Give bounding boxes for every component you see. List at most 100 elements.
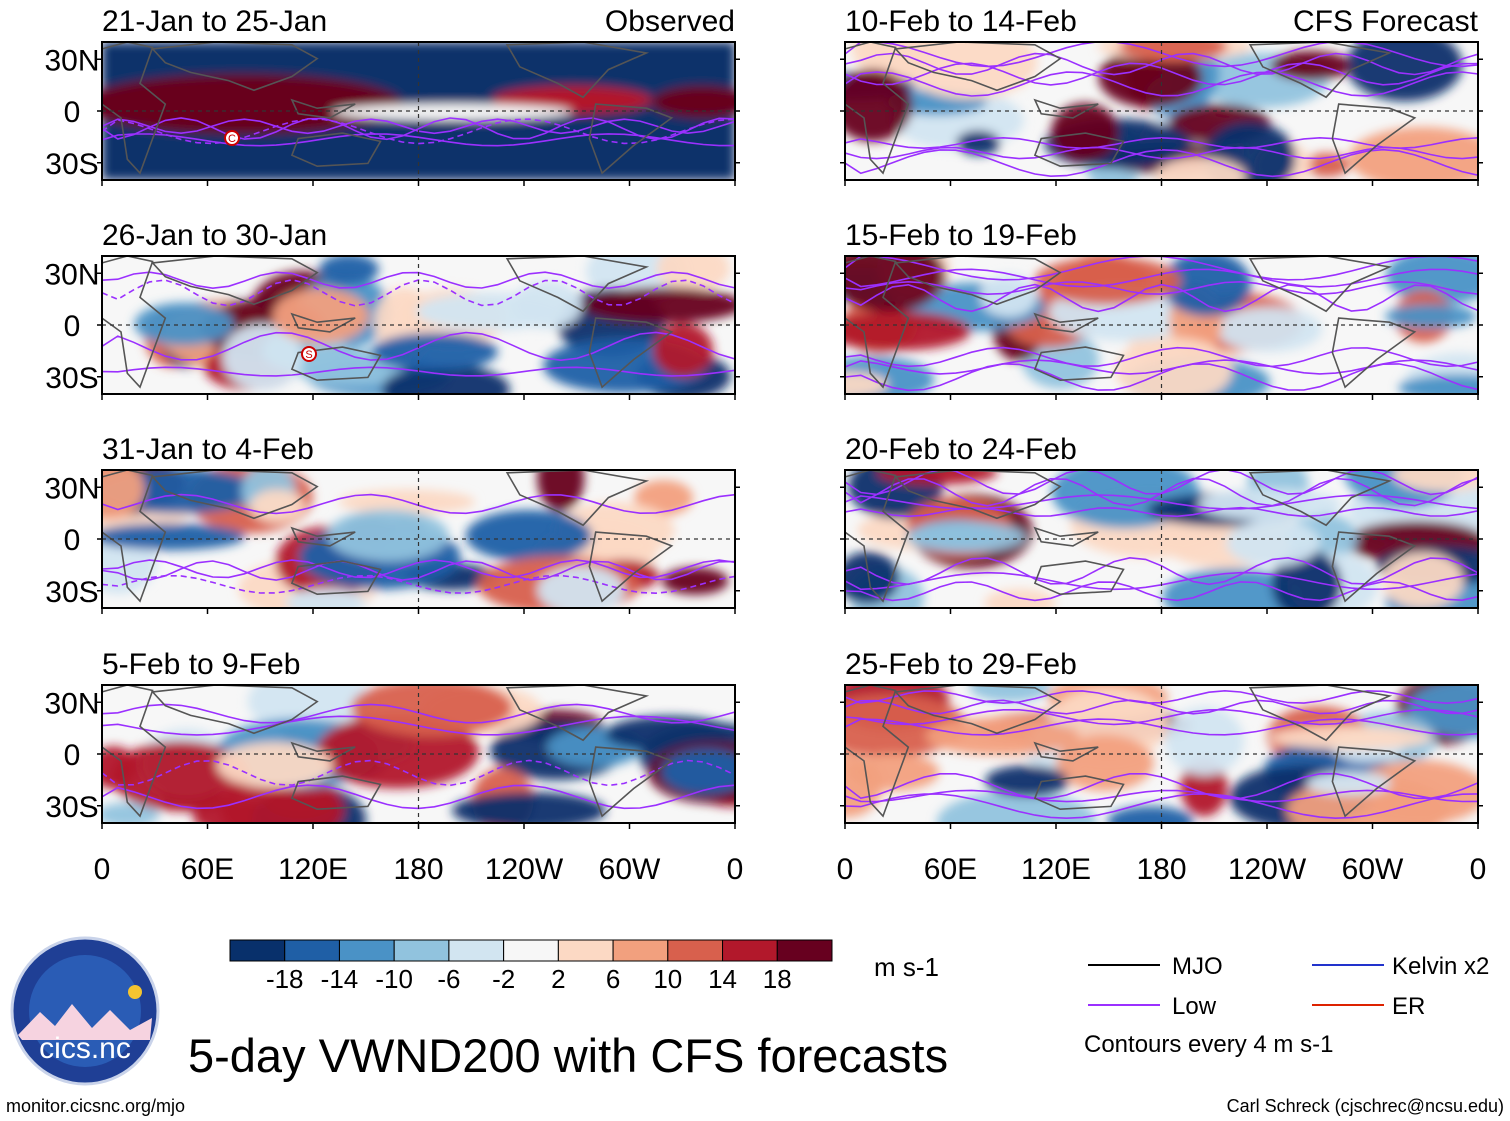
- coastlines: [102, 685, 674, 818]
- colorbar-tick-label: 14: [708, 964, 737, 994]
- field-blob: [845, 68, 913, 142]
- panel-title: 26-Jan to 30-Jan: [102, 219, 327, 252]
- coastline: [588, 746, 674, 818]
- field-blob: [216, 742, 333, 789]
- x-tick-label: 60W: [1342, 853, 1404, 886]
- x-tick-label: 60E: [181, 853, 234, 886]
- colorbar-swatch: [448, 939, 505, 962]
- field-blob: [980, 274, 1038, 318]
- coastline: [1248, 685, 1393, 742]
- field-blob: [249, 489, 306, 523]
- map-panel: 25-Feb to 29-Feb: [840, 648, 1483, 829]
- y-tick-label: 0: [64, 310, 81, 343]
- coastline: [290, 775, 382, 811]
- field-blob: [416, 292, 567, 331]
- colorbar-swatch: [229, 939, 286, 962]
- field-blob: [537, 565, 625, 608]
- field-blob: [984, 588, 1057, 608]
- coastline: [1248, 470, 1393, 527]
- field-blob: [1034, 257, 1181, 305]
- coastline: [505, 685, 650, 742]
- field-blob: [845, 551, 900, 605]
- contour-line: [102, 574, 735, 595]
- contour-line: [845, 556, 1478, 586]
- field-blob: [653, 323, 714, 377]
- field-blob: [660, 748, 735, 795]
- coastline: [290, 560, 382, 596]
- coastline: [102, 685, 167, 818]
- colorbar-swatch: [284, 939, 340, 962]
- legend-note: Contours every 4 m s-1: [1084, 1031, 1333, 1058]
- colorbar-tick-label: 2: [551, 964, 565, 994]
- y-tick-label: 30S: [45, 576, 98, 609]
- coastline: [588, 531, 674, 603]
- coastline: [893, 256, 1062, 306]
- coastline: [845, 256, 910, 389]
- map-panel: 10-Feb to 14-Feb CFS Forecast: [840, 5, 1483, 186]
- logo-mountains-icon: [18, 1004, 152, 1040]
- coastline: [893, 685, 1062, 735]
- coastline: [1033, 560, 1125, 596]
- field-blob: [1114, 337, 1233, 394]
- field-blob: [452, 792, 607, 823]
- field-blob: [371, 332, 498, 371]
- field-blob: [327, 509, 449, 562]
- x-tick-label: 0: [837, 853, 854, 886]
- field-blob: [656, 256, 730, 292]
- figure-title: 5-day VWND200 with CFS forecasts: [188, 1029, 948, 1082]
- field-blob: [1381, 552, 1464, 608]
- field-blob: [1098, 47, 1203, 108]
- coastline: [150, 470, 319, 520]
- map-panel: 21-Jan to 25-Jan Observed C 30N 0 30S: [44, 5, 740, 186]
- field-blob: [1385, 304, 1477, 329]
- field-blob: [905, 521, 1026, 553]
- x-tick-label: 120W: [1228, 853, 1307, 886]
- field-blob: [319, 256, 379, 285]
- contour-line: [102, 117, 735, 141]
- field-blob: [1306, 771, 1392, 796]
- panel-title: 21-Jan to 25-Jan: [102, 5, 327, 38]
- contour-line: [845, 280, 1478, 296]
- coastline: [505, 256, 650, 313]
- panel-field: [102, 42, 735, 180]
- contour-line: [845, 71, 1478, 97]
- field-blob: [845, 256, 946, 313]
- field-blob: [332, 104, 572, 120]
- panel-field: [845, 685, 1478, 823]
- coastline: [588, 103, 674, 175]
- coastline: [150, 685, 319, 735]
- x-tick-label: 60W: [599, 853, 661, 886]
- field-blob: [272, 288, 369, 344]
- y-tick-label: 30S: [45, 362, 98, 395]
- colorbar-swatch: [612, 939, 669, 962]
- coastlines: [845, 685, 1417, 818]
- field-blob: [969, 685, 1052, 702]
- x-tick-label: 60E: [924, 853, 977, 886]
- panel-title: 20-Feb to 24-Feb: [845, 433, 1077, 466]
- panel-title: 15-Feb to 19-Feb: [845, 219, 1077, 252]
- colorbar-swatch: [776, 939, 833, 962]
- cics-logo: cics.nc: [10, 936, 160, 1086]
- y-tick-label: 30S: [45, 148, 98, 181]
- colorbar-swatch: [393, 939, 450, 962]
- colorbar: -18 -14 -10 -6 -2 2 6 10 14 18: [229, 939, 833, 994]
- field-blob: [848, 753, 940, 791]
- coastlines: [845, 470, 1417, 603]
- panel-field: [845, 256, 1478, 394]
- coastline: [102, 256, 167, 389]
- field-blob: [134, 302, 234, 346]
- coastline: [150, 42, 319, 92]
- colorbar-swatch: [503, 939, 559, 962]
- coastline: [588, 317, 674, 389]
- field-blob: [845, 371, 889, 394]
- x-tick-label: 0: [727, 853, 744, 886]
- x-tick-label: 120E: [1021, 853, 1091, 886]
- contour-line: [102, 559, 735, 579]
- anomaly-field: [845, 256, 1478, 394]
- field-blob: [936, 791, 1097, 823]
- colorbar-tick-label: 18: [763, 964, 792, 994]
- field-blob: [1165, 706, 1245, 776]
- y-tick-label: 30N: [44, 472, 99, 505]
